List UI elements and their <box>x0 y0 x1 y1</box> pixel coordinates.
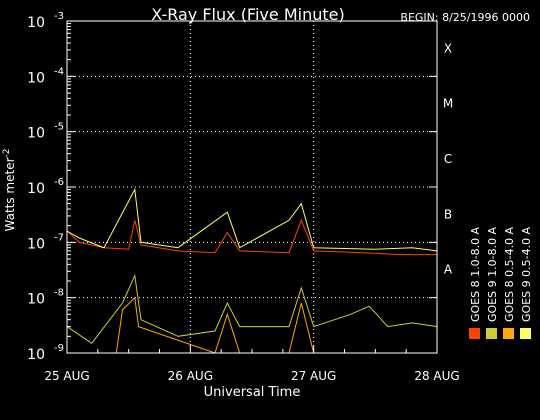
y-tick-exponent: -6 <box>54 177 64 188</box>
y-tick-exponent: -3 <box>54 11 64 22</box>
legend-label: GOES 9 1.0-8.0 A <box>486 226 499 322</box>
flare-class-labels: A B C M X <box>443 41 453 276</box>
grid <box>67 21 437 353</box>
y-tick-base: 10 <box>27 15 45 31</box>
x-tick-label: 27 AUG <box>291 369 336 383</box>
y-tick-label: 10 -6 <box>27 177 64 197</box>
legend: GOES 8 1.0-8.0 A GOES 9 1.0-8.0 A GOES 8 0… <box>469 226 533 339</box>
series-line <box>66 218 437 256</box>
x-axis-ticks: 25 AUG 26 AUG 27 AUG 28 AUG <box>44 345 460 383</box>
chart-title: X-Ray Flux (Five Minute) <box>151 5 344 24</box>
flare-class-label: B <box>444 207 452 221</box>
y-tick-base: 10 <box>27 292 45 308</box>
x-tick-label: 26 AUG <box>168 369 213 383</box>
x-tick-label: 25 AUG <box>44 369 89 383</box>
y-axis-label-exponent: -2 <box>2 148 12 157</box>
flare-class-label: A <box>444 263 453 277</box>
legend-label: GOES 8 1.0-8.0 A <box>469 226 482 322</box>
x-tick-label: 28 AUG <box>414 369 459 383</box>
y-tick-label: 10 -8 <box>27 288 64 308</box>
legend-swatch <box>486 328 497 339</box>
y-tick-label: 10 -7 <box>27 232 64 252</box>
y-tick-label: 10 -9 <box>27 343 64 363</box>
series-group <box>66 187 438 354</box>
legend-swatch <box>520 328 531 339</box>
flare-class-label: C <box>444 152 452 166</box>
y-tick-base: 10 <box>27 347 45 363</box>
y-tick-base: 10 <box>27 70 45 86</box>
y-tick-exponent: -8 <box>54 288 64 299</box>
series-line <box>67 296 437 354</box>
y-tick-base: 10 <box>27 126 45 142</box>
legend-label: GOES 9 0.5-4.0 A <box>520 226 533 322</box>
y-tick-label: 10 -3 <box>27 11 64 31</box>
flare-class-label: X <box>444 41 452 55</box>
y-tick-exponent: -5 <box>54 122 64 133</box>
flare-class-label: M <box>443 97 453 111</box>
y-tick-exponent: -9 <box>54 343 64 354</box>
series-line <box>66 187 438 252</box>
y-tick-exponent: -7 <box>54 232 64 243</box>
y-axis-ticks: 10 -9 10 -8 10 -7 10 -6 10 -5 10 -4 10 -3 <box>27 11 437 363</box>
y-tick-base: 10 <box>27 236 45 252</box>
x-axis-label: Universal Time <box>204 385 301 400</box>
y-tick-exponent: -4 <box>54 66 64 77</box>
y-axis-label-text: Watts meter <box>3 157 17 231</box>
y-tick-base: 10 <box>27 181 45 197</box>
begin-label: BEGIN: 8/25/1996 0000 <box>400 11 530 24</box>
legend-swatch <box>503 328 514 339</box>
series-line <box>66 273 438 344</box>
legend-swatch <box>469 328 480 339</box>
legend-label: GOES 8 0.5-4.0 A <box>503 226 516 322</box>
y-tick-label: 10 -4 <box>27 66 64 86</box>
y-tick-label: 10 -5 <box>27 122 64 142</box>
y-axis-label: Watts meter-2 <box>2 148 17 231</box>
